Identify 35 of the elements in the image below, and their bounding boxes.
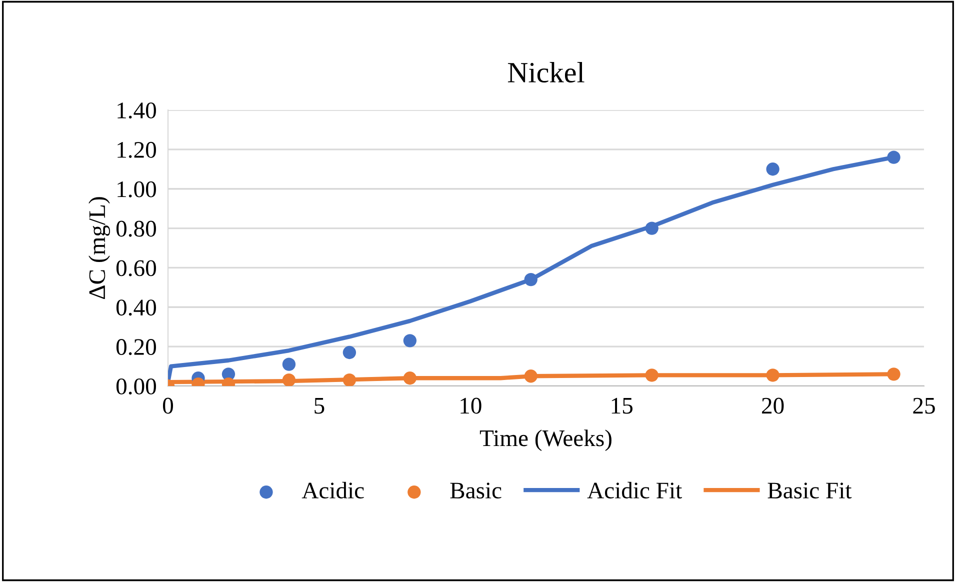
point	[342, 374, 356, 386]
point	[403, 372, 417, 385]
x-tick-label: 10	[460, 398, 482, 414]
legend-label: Acidic	[302, 482, 364, 499]
point	[887, 368, 900, 381]
chart-title: Nickel	[508, 62, 584, 83]
point	[524, 370, 538, 383]
y-tick-label: 0.40	[116, 300, 156, 316]
y-tick-label: 0.20	[116, 339, 156, 356]
x-tick-label: 5	[314, 398, 324, 414]
y-axis-title: ΔC (mg/L)	[88, 197, 110, 299]
point	[282, 374, 296, 386]
y-tick-label: 0.60	[116, 260, 156, 276]
y-tick-label: 1.00	[118, 181, 156, 198]
point	[282, 358, 296, 371]
legend-label: Basic Fit	[768, 482, 852, 499]
y-tick-label: 0.80	[116, 220, 156, 237]
x-tick-label: 25	[913, 398, 935, 414]
y-tick-label: 1.40	[118, 102, 156, 119]
x-tick-label: 0	[162, 398, 174, 414]
point	[766, 368, 780, 382]
y-tick-label: 1.20	[118, 142, 156, 158]
x-tick-label: 20	[762, 398, 784, 414]
legend-label: Acidic Fit	[587, 482, 682, 499]
point	[342, 346, 356, 360]
point	[766, 162, 780, 176]
legend-label: Basic	[450, 482, 502, 499]
x-tick-label: 15	[612, 398, 632, 414]
point	[524, 272, 538, 286]
point	[887, 150, 900, 164]
point	[645, 368, 658, 382]
y-tick-label: 0.00	[116, 378, 156, 395]
x-axis-title: Time (Weeks)	[480, 430, 612, 452]
point	[403, 334, 417, 348]
point	[645, 222, 658, 235]
